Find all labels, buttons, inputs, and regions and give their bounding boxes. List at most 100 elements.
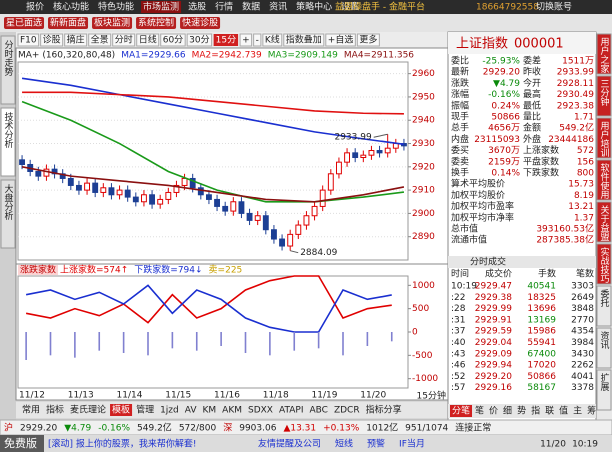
menu-item[interactable]: 行情 <box>215 1 233 13</box>
footer-link[interactable]: 预警 <box>367 438 385 450</box>
indicator-tab[interactable]: AV <box>185 406 198 416</box>
toolbar-button[interactable]: 系统控制 <box>138 17 174 29</box>
indicator-tab[interactable]: AKM <box>222 406 242 416</box>
indicator-tab[interactable]: KM <box>203 406 217 416</box>
candle-body <box>149 194 155 205</box>
left-tab[interactable] <box>0 179 16 249</box>
chart-tool[interactable]: 摘庄 <box>67 34 85 46</box>
quote-title-bg <box>448 32 596 54</box>
chart-tool[interactable]: - <box>256 36 259 46</box>
toolbar-bg <box>0 14 612 32</box>
candle-body <box>132 196 139 203</box>
menu-item[interactable]: 特色功能 <box>98 1 134 13</box>
menu-item[interactable]: 核心功能 <box>53 1 89 13</box>
left-tab-label[interactable]: 大盘分析 <box>3 183 14 221</box>
menu-item[interactable]: 数据 <box>242 1 260 13</box>
max-label: 2933.99 <box>334 133 371 143</box>
chart-tool[interactable]: 30分 <box>189 35 209 46</box>
left-tab[interactable] <box>0 35 16 105</box>
toolbar-button[interactable]: 快速诊股 <box>182 17 218 29</box>
right-tab[interactable] <box>596 327 612 369</box>
right-tab[interactable] <box>596 201 612 243</box>
footer-link[interactable]: 友情提醒及公司 <box>258 438 321 450</box>
chart-tool[interactable]: +自选 <box>328 34 354 46</box>
side-tab[interactable]: 值 <box>559 405 568 417</box>
x-tick-label: 11/13 <box>68 391 94 401</box>
indicator-tab[interactable]: ZDCR <box>334 406 360 416</box>
menu-item[interactable]: 资讯 <box>269 2 287 13</box>
right-tab-label[interactable]: 实战技巧 <box>599 246 610 284</box>
chart-tool[interactable]: 诊股 <box>43 34 61 46</box>
chart-tool[interactable]: 分时 <box>115 34 133 46</box>
chart-tool[interactable]: 指数叠加 <box>286 34 322 46</box>
toolbar-button[interactable]: 板块监测 <box>94 17 130 29</box>
chart-tool-bg <box>88 33 112 47</box>
right-tab[interactable] <box>596 159 612 201</box>
menu-item[interactable]: 市场监测 <box>143 1 179 13</box>
chart-tool[interactable]: + <box>242 36 250 46</box>
trade-cell: :37 <box>451 327 465 337</box>
right-tab[interactable] <box>596 117 612 159</box>
side-tab[interactable]: 主 <box>573 405 582 417</box>
side-tab[interactable]: 势 <box>517 405 526 417</box>
indicator-tab[interactable]: 1jzd <box>160 406 179 416</box>
right-tab-label[interactable]: 用户之家 <box>599 37 610 73</box>
chart-tool[interactable]: F10 <box>20 36 37 46</box>
quote-value: 2928.11 <box>557 79 594 89</box>
left-tab[interactable] <box>0 107 16 177</box>
right-tab[interactable] <box>596 243 612 285</box>
quote-value: 1.71 <box>574 113 594 123</box>
right-tab-label[interactable]: 关于益盟 <box>599 204 610 241</box>
right-tab-label[interactable]: 委托 <box>599 288 610 307</box>
menu-item[interactable]: 设置 <box>341 2 359 13</box>
right-tab-label[interactable]: 扩展 <box>599 372 610 392</box>
right-tab[interactable] <box>596 369 612 411</box>
right-tab-label[interactable]: 三分钟 <box>599 79 610 107</box>
candle-body <box>311 205 318 217</box>
menu-item[interactable]: 策略中心 <box>296 1 332 13</box>
left-tab-label[interactable]: 分时走势 <box>3 40 14 77</box>
chart-tool[interactable]: 日线 <box>139 34 157 46</box>
indicator-tab[interactable]: 指标分享 <box>366 404 402 416</box>
right-tab-label[interactable]: 资讯 <box>599 331 610 350</box>
toolbar-button[interactable]: 新新面盘 <box>50 17 86 29</box>
chart-tool[interactable]: 60分 <box>163 35 183 46</box>
side-tab[interactable]: 联 <box>545 406 554 417</box>
indicator-tab[interactable]: 麦氏理论 <box>70 404 106 416</box>
right-tab-label[interactable]: 用户培训 <box>599 121 610 158</box>
indicator-tab[interactable]: 指标 <box>46 404 64 416</box>
status-item: 2929.20 <box>20 424 57 434</box>
right-tab[interactable] <box>596 285 612 327</box>
trade-cell: 13696 <box>527 304 556 314</box>
right-tab[interactable] <box>596 75 612 117</box>
menu-item[interactable]: 选股 <box>188 1 206 13</box>
chart-tool[interactable]: 15分 <box>216 35 236 46</box>
footer-link[interactable]: 短线 <box>335 438 353 450</box>
trade-cell: :22 <box>451 293 465 303</box>
indicator-tab[interactable]: 管理 <box>136 404 154 416</box>
side-tab[interactable]: 笔 <box>475 405 484 417</box>
trade-tab[interactable]: 分时成交 <box>470 256 506 268</box>
side-tab[interactable]: 筹 <box>587 405 596 417</box>
left-tab-label[interactable]: 技术分析 <box>3 111 14 149</box>
indicator-tab[interactable]: ATAPI <box>279 406 304 416</box>
right-tab[interactable] <box>596 33 612 75</box>
right-tab-label[interactable]: 软件使用 <box>599 162 610 200</box>
toolbar-button[interactable]: 星已面选 <box>6 17 42 29</box>
chart-tool[interactable]: 更多 <box>359 34 377 46</box>
candle-body <box>344 152 350 163</box>
side-tab[interactable]: 指 <box>531 405 540 417</box>
side-tab-bg <box>450 405 473 417</box>
chart-tool[interactable]: 全景 <box>91 34 109 46</box>
indicator-tab[interactable]: 模板 <box>112 404 130 416</box>
indicator-tab[interactable]: 常用 <box>22 404 40 416</box>
menu-item[interactable]: 报价 <box>26 1 44 13</box>
ma-line <box>21 100 405 203</box>
chart-tool[interactable]: K线 <box>265 34 280 46</box>
side-tab[interactable]: 价 <box>489 406 498 417</box>
indicator-tab[interactable]: ABC <box>309 406 327 416</box>
side-tab[interactable]: 细 <box>503 405 512 417</box>
side-tab[interactable]: 分笔 <box>452 405 470 417</box>
indicator-tab[interactable]: SDXX <box>248 406 273 416</box>
footer-link[interactable]: IF当月 <box>399 438 425 450</box>
